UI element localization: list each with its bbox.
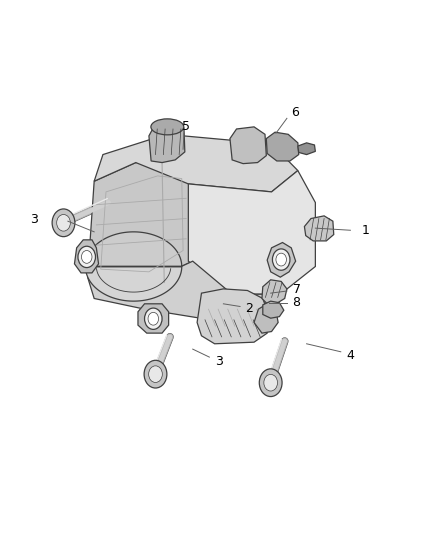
Circle shape (148, 366, 162, 383)
Polygon shape (263, 301, 284, 318)
Text: 4: 4 (346, 349, 354, 362)
Circle shape (264, 374, 278, 391)
Circle shape (259, 369, 282, 397)
Polygon shape (85, 266, 182, 301)
Circle shape (57, 214, 71, 231)
Polygon shape (149, 120, 185, 163)
Text: 3: 3 (215, 355, 223, 368)
Circle shape (145, 308, 162, 329)
Polygon shape (298, 143, 315, 155)
Circle shape (276, 253, 286, 266)
Polygon shape (262, 280, 287, 304)
Polygon shape (230, 127, 266, 164)
Text: 5: 5 (182, 120, 190, 133)
Ellipse shape (151, 119, 184, 135)
Polygon shape (267, 243, 296, 277)
Circle shape (148, 312, 159, 325)
Circle shape (272, 249, 290, 270)
Text: 8: 8 (293, 296, 300, 309)
Polygon shape (88, 163, 193, 284)
Circle shape (144, 360, 167, 388)
Text: 3: 3 (30, 213, 38, 226)
Polygon shape (74, 240, 99, 273)
Circle shape (81, 251, 92, 263)
Polygon shape (266, 132, 299, 161)
Text: 1: 1 (361, 224, 369, 237)
Polygon shape (197, 289, 269, 344)
Circle shape (52, 209, 75, 237)
Polygon shape (88, 261, 280, 320)
Polygon shape (304, 216, 334, 241)
Polygon shape (188, 171, 315, 294)
Polygon shape (85, 232, 182, 266)
Polygon shape (254, 304, 278, 333)
Text: 6: 6 (291, 107, 299, 119)
Polygon shape (138, 304, 169, 333)
Text: 2: 2 (245, 302, 253, 314)
Polygon shape (94, 134, 298, 192)
Text: 7: 7 (293, 284, 300, 296)
Circle shape (78, 246, 95, 268)
